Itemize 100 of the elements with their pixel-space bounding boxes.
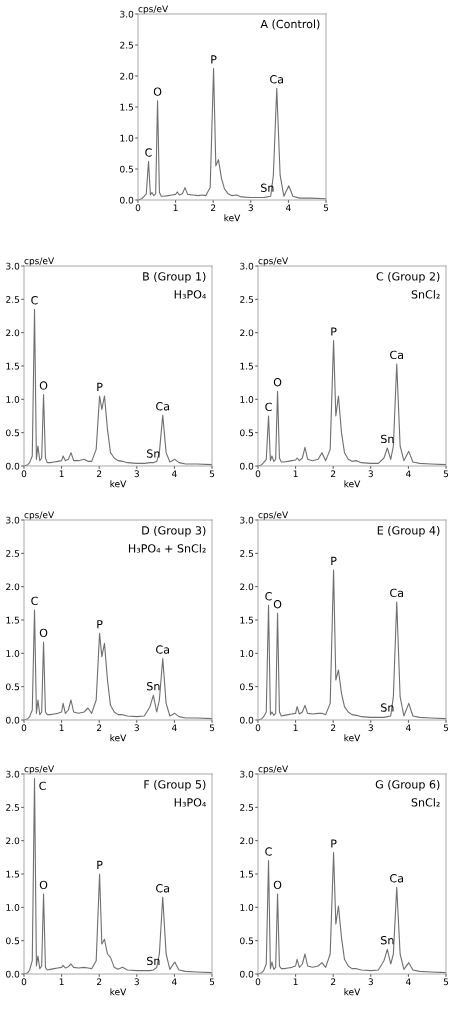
x-tick-label: 1 [59, 724, 64, 732]
x-tick-label: 3 [134, 724, 139, 732]
y-tick-label: 0.0 [6, 716, 20, 724]
y-tick-label: 2.5 [240, 296, 254, 303]
y-tick-label: 2.5 [6, 296, 20, 303]
x-axis-title: keV [110, 988, 127, 996]
x-tick-label: 5 [443, 470, 449, 478]
y-tick-label: 2.0 [240, 583, 254, 591]
y-tick-label: 2.0 [120, 72, 134, 80]
x-tick-label: 4 [405, 470, 411, 478]
annotation: C [39, 781, 46, 791]
annotation: Ca [390, 588, 404, 598]
x-tick-label: 1 [293, 724, 298, 732]
y-tick-label: 0.0 [120, 196, 134, 204]
x-tick-label: 3 [368, 978, 373, 986]
y-tick-label: 0.5 [240, 937, 254, 945]
annotation: O [39, 381, 48, 390]
y-tick-label: 0.0 [6, 462, 20, 470]
text: C (Group 2) [376, 272, 440, 283]
annotation: Sn [147, 956, 160, 966]
y-tick-label: 2.5 [120, 41, 134, 49]
x-tick-label: 3 [134, 470, 139, 478]
y-axis-title: cps/eV [24, 765, 55, 774]
x-tick-label: 5 [443, 978, 449, 986]
y-tick-label: 1.5 [6, 870, 20, 878]
y-tick-label: 1.0 [240, 904, 254, 911]
x-tick-label: 4 [405, 724, 411, 732]
y-tick-label: 0.5 [120, 165, 134, 173]
x-tick-label: 2 [96, 724, 102, 732]
y-tick-label: 0.5 [240, 429, 254, 437]
x-tick-label: 1 [173, 204, 178, 212]
text: E (Group 4) [377, 526, 440, 537]
x-tick-label: 4 [171, 724, 177, 732]
y-tick-label: 2.0 [6, 837, 20, 845]
annotation: C [265, 592, 272, 601]
annotation: O [273, 600, 282, 609]
annotation: C [145, 148, 152, 157]
x-tick-label: 3 [368, 470, 373, 478]
x-tick-label: 1 [59, 470, 64, 478]
x-axis-title: keV [344, 734, 361, 742]
y-tick-label: 1.0 [6, 650, 20, 657]
annotation: Ca [156, 645, 170, 654]
text: H₃PO₄ + SnCl₂ [128, 544, 206, 553]
x-tick-label: 0 [21, 978, 27, 986]
y-axis-title: cps/eV [258, 765, 289, 774]
x-tick-label: 0 [255, 724, 261, 732]
annotation: O [39, 880, 48, 890]
y-tick-label: 2.0 [240, 329, 254, 337]
x-tick-label: 4 [405, 978, 411, 986]
x-tick-label: 2 [96, 978, 102, 986]
x-tick-label: 1 [293, 978, 298, 986]
annotation: O [273, 880, 282, 890]
x-axis-title: keV [344, 988, 361, 996]
annotation: P [211, 55, 217, 64]
annotation: Sn [381, 434, 394, 444]
y-tick-label: 3.0 [6, 770, 20, 778]
y-tick-label: 2.5 [6, 804, 20, 811]
x-tick-label: 2 [330, 978, 336, 986]
y-tick-label: 1.0 [6, 904, 20, 911]
y-tick-label: 2.0 [6, 329, 20, 337]
y-tick-label: 0.0 [240, 462, 254, 470]
annotation: Sn [147, 682, 160, 691]
text: H₃PO₄ [174, 798, 207, 807]
text: H₃PO₄ [174, 290, 207, 299]
text: B (Group 1) [143, 272, 206, 283]
x-axis-title: keV [110, 734, 127, 742]
x-tick-label: 2 [330, 470, 336, 478]
x-tick-label: 2 [330, 724, 336, 732]
x-tick-label: 4 [171, 978, 177, 986]
x-tick-label: 0 [255, 978, 261, 986]
x-tick-label: 3 [248, 204, 253, 212]
y-tick-label: 2.5 [6, 550, 20, 557]
x-tick-label: 0 [255, 470, 261, 478]
y-tick-label: 1.5 [240, 616, 254, 624]
y-axis-title: cps/eV [258, 511, 289, 520]
y-tick-label: 0.5 [6, 937, 20, 945]
x-tick-label: 5 [443, 724, 449, 732]
annotation: O [273, 378, 282, 387]
y-tick-label: 1.5 [240, 362, 254, 370]
text: SnCl₂ [411, 798, 440, 807]
annotation: P [331, 327, 337, 336]
text: D (Group 3) [142, 526, 206, 537]
y-tick-label: 1.0 [240, 650, 254, 657]
x-tick-label: 5 [323, 204, 329, 212]
text: F (Group 5) [144, 780, 206, 791]
y-tick-label: 2.0 [6, 583, 20, 591]
y-tick-label: 1.0 [240, 396, 254, 403]
y-tick-label: 1.5 [120, 103, 134, 111]
annotation: P [97, 860, 103, 869]
y-axis-title: cps/eV [24, 511, 55, 520]
annotation: P [97, 382, 103, 391]
y-tick-label: 2.5 [240, 804, 254, 811]
x-tick-label: 3 [134, 978, 139, 986]
y-tick-label: 1.5 [240, 870, 254, 878]
annotation: O [39, 628, 48, 638]
y-tick-label: 3.0 [240, 516, 254, 524]
annotation: C [265, 847, 272, 856]
y-tick-label: 2.5 [240, 550, 254, 557]
x-tick-label: 4 [285, 204, 291, 212]
annotation: P [97, 620, 103, 629]
